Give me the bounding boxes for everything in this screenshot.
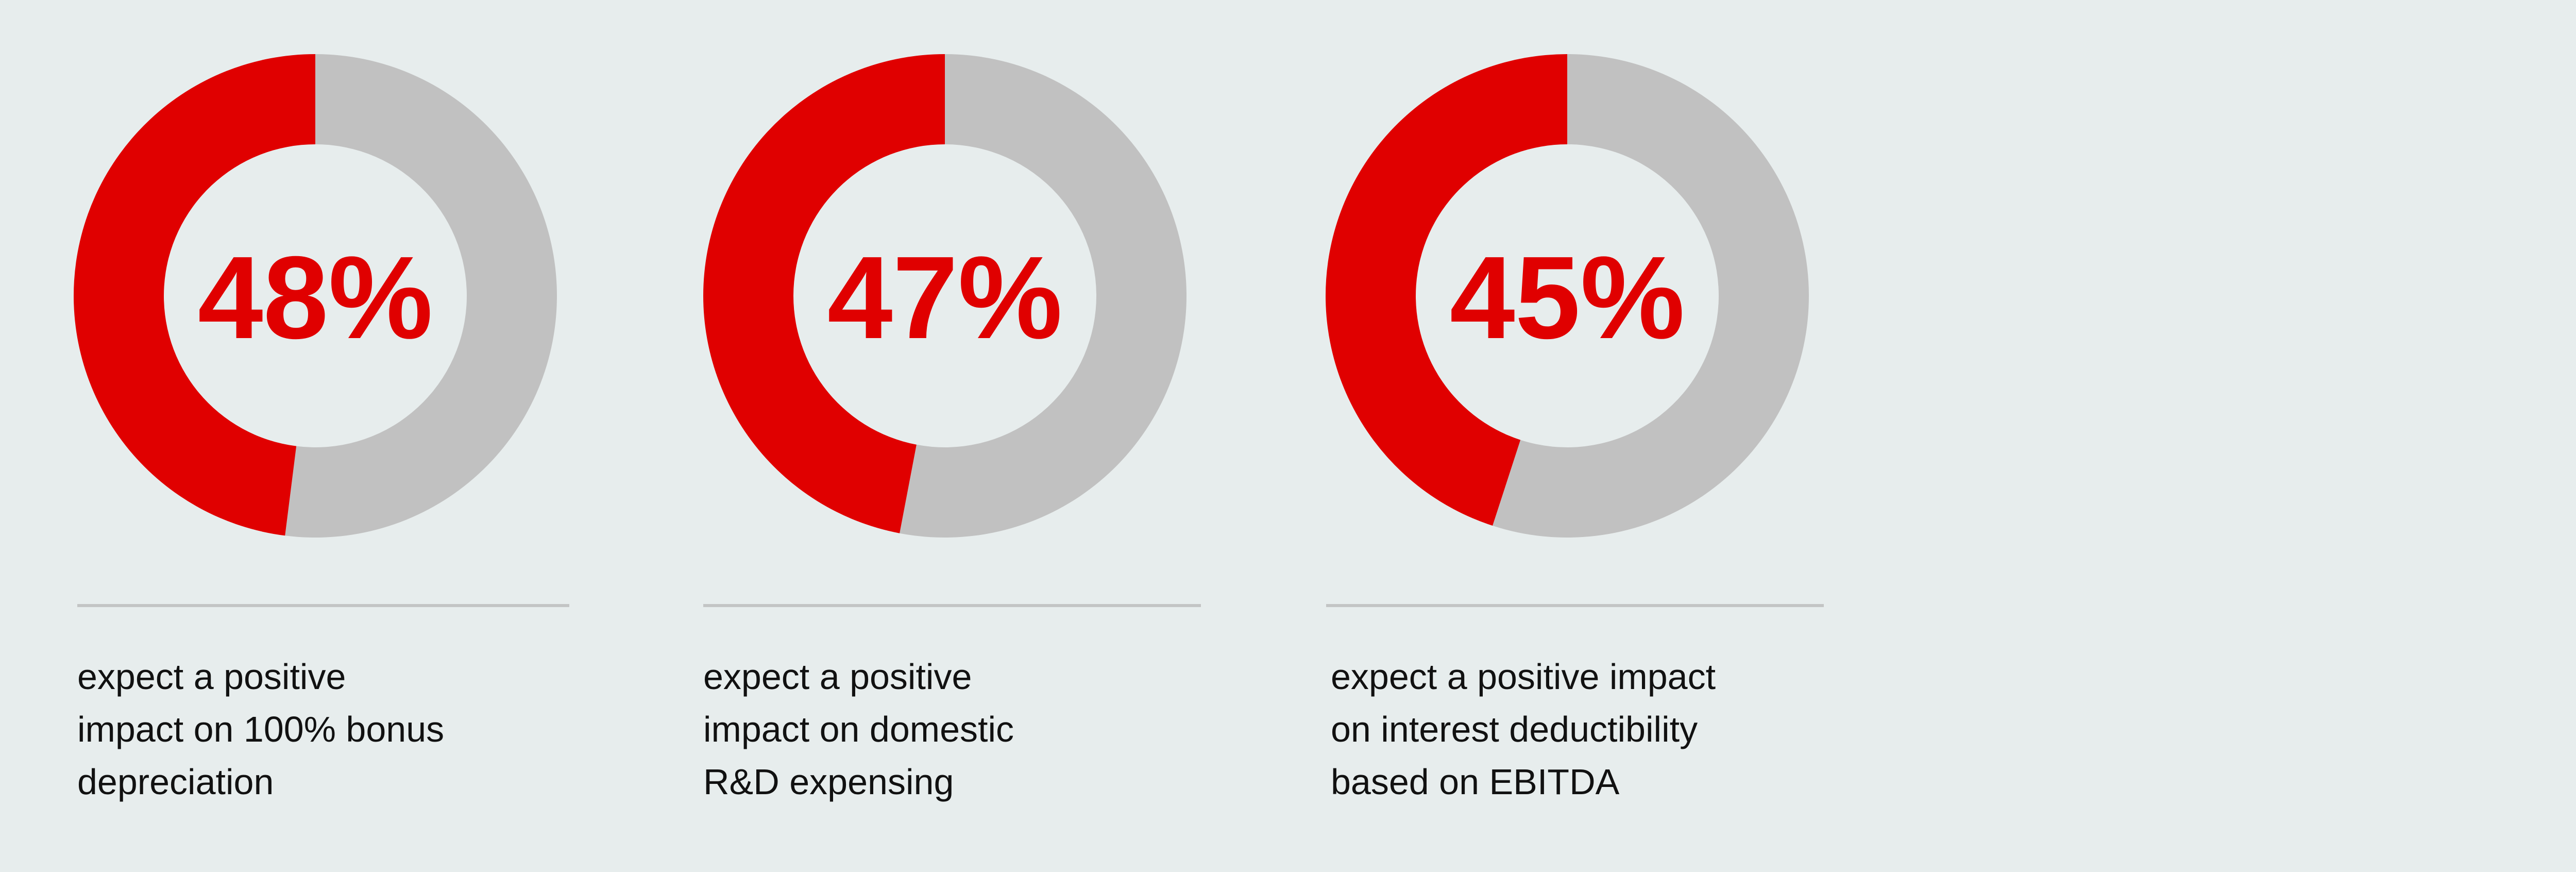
donut-2-percent-label: 47% <box>827 232 1062 363</box>
donut-1-remainder-slice <box>285 54 557 538</box>
caption-line: expect a positive <box>77 657 346 697</box>
donut-1-percent-label: 48% <box>198 232 433 363</box>
donut-3-value-slice <box>1326 54 1567 526</box>
donut-2-value-slice <box>703 54 945 533</box>
donut-3-remainder-slice <box>1493 54 1809 538</box>
donut-chart-2: 47% <box>703 54 1187 538</box>
caption-line: R&D expensing <box>703 762 954 802</box>
caption-line: expect a positive <box>703 657 972 697</box>
divider-2 <box>703 604 1201 607</box>
caption-2: expect a positive impact on domestic R&D… <box>703 650 1218 808</box>
caption-line: depreciation <box>77 762 274 802</box>
caption-1: expect a positive impact on 100% bonus d… <box>77 650 592 808</box>
donut-3-percent-label: 45% <box>1450 232 1685 363</box>
caption-line: expect a positive impact <box>1331 657 1716 697</box>
caption-line: impact on domestic <box>703 709 1014 749</box>
divider-1 <box>77 604 569 607</box>
donut-chart-1: 48% <box>73 54 557 538</box>
donut-chart-3: 45% <box>1326 54 1809 538</box>
donut-2-remainder-slice <box>900 54 1187 538</box>
donut-1-value-slice <box>73 54 315 536</box>
caption-line: based on EBITDA <box>1331 762 1620 802</box>
divider-3 <box>1326 604 1824 607</box>
caption-line: on interest deductibility <box>1331 709 1698 749</box>
caption-line: impact on 100% bonus <box>77 709 445 749</box>
caption-3: expect a positive impact on interest ded… <box>1331 650 1846 808</box>
